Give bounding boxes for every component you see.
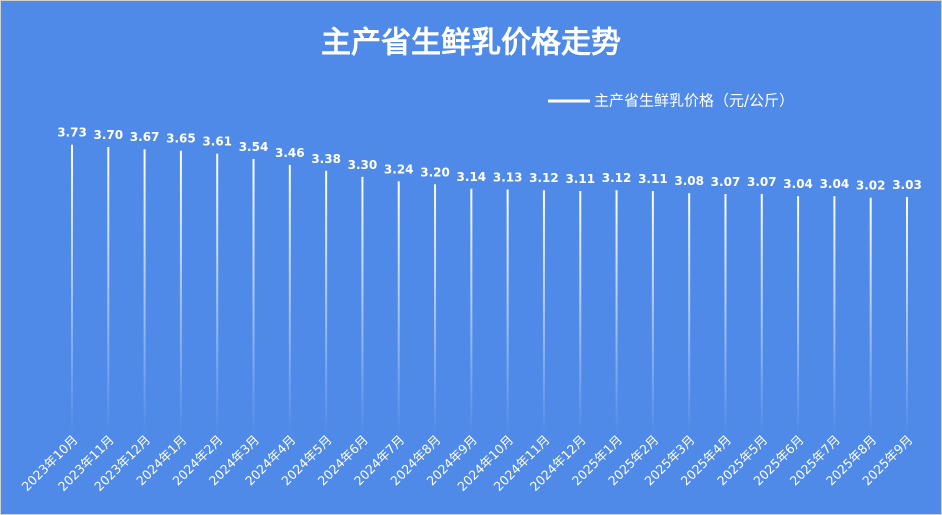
data-label: 3.02 [856, 179, 886, 193]
bar [325, 170, 328, 436]
data-label: 3.24 [384, 162, 414, 176]
data-label: 3.61 [202, 135, 232, 149]
data-label: 3.04 [783, 177, 813, 191]
bar [542, 190, 545, 435]
data-label: 3.20 [420, 165, 450, 179]
bar [869, 197, 872, 435]
data-label: 3.67 [130, 130, 160, 144]
bar [252, 158, 255, 435]
data-label: 3.04 [820, 177, 850, 191]
bar [724, 193, 727, 435]
data-label: 3.11 [638, 172, 668, 186]
bar [361, 176, 364, 435]
chart-title: 主产省生鲜乳价格走势 [321, 26, 621, 61]
data-label: 3.03 [892, 178, 922, 192]
bar [470, 188, 473, 435]
data-label: 3.70 [93, 128, 123, 142]
data-label: 3.46 [275, 146, 305, 160]
bar [688, 193, 691, 435]
bar [797, 196, 800, 435]
data-label: 3.54 [239, 140, 269, 154]
bar [71, 144, 73, 435]
bar [906, 196, 908, 435]
data-label: 3.13 [493, 171, 523, 185]
bar [434, 184, 437, 435]
bar [506, 189, 509, 435]
data-label: 3.14 [457, 170, 487, 184]
bar [651, 190, 654, 435]
data-label: 3.73 [57, 126, 87, 140]
bar [615, 190, 618, 435]
bar [288, 164, 291, 435]
bar [107, 146, 110, 436]
bar [397, 181, 400, 435]
data-label: 3.12 [529, 171, 559, 185]
data-label: 3.08 [674, 174, 704, 188]
data-label: 3.38 [311, 152, 341, 166]
bar [179, 150, 182, 435]
bar [833, 196, 836, 435]
data-label: 3.30 [348, 158, 378, 172]
legend-label: 主产省生鲜乳价格（元/公斤） [594, 92, 794, 110]
bar [760, 193, 763, 435]
bar [579, 190, 582, 435]
data-label: 3.07 [711, 175, 741, 189]
data-label: 3.12 [602, 171, 632, 185]
data-label: 3.07 [747, 175, 777, 189]
data-label: 3.11 [565, 172, 595, 186]
bar [216, 153, 219, 435]
bar [143, 149, 146, 435]
data-label: 3.65 [166, 132, 196, 146]
